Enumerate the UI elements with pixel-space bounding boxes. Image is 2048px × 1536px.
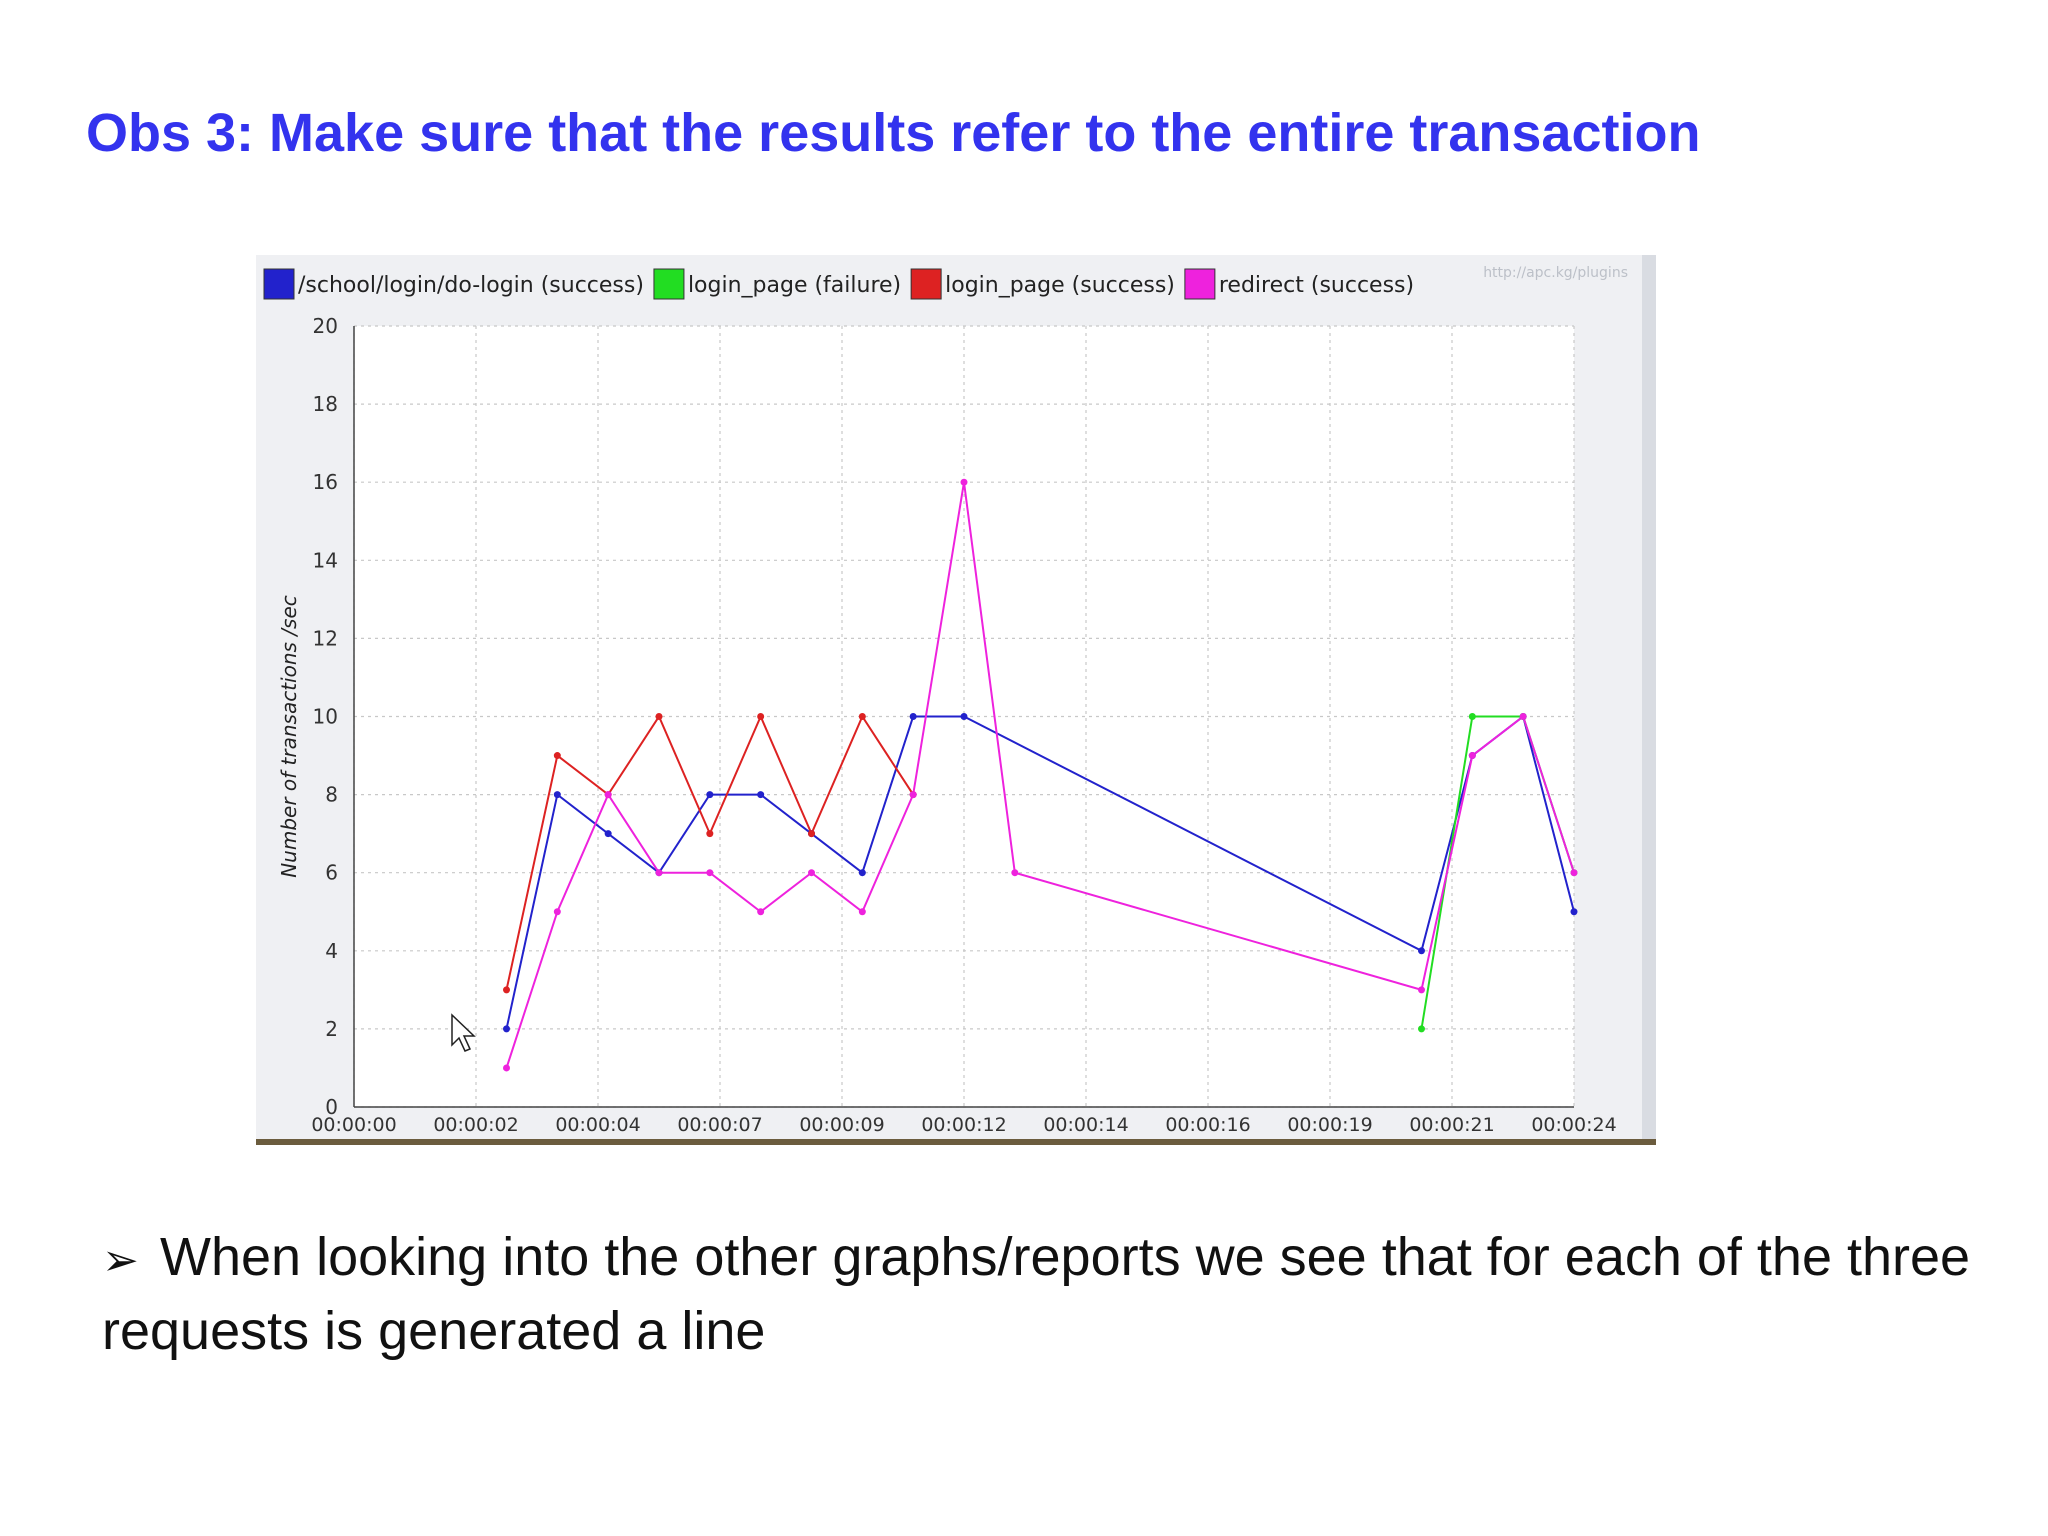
data-point-0 xyxy=(858,869,866,877)
legend-label-0: /school/login/do-login (success) xyxy=(298,273,644,298)
legend-swatch-2 xyxy=(910,268,942,300)
line-chart: 0 2 4 6 8 10 12 14 16 18 20 00:00:00 00:00:02 00:00:0… xyxy=(263,265,1628,1136)
data-point-3 xyxy=(757,908,765,916)
x-tick-label: 00:00:12 xyxy=(921,1114,1006,1136)
data-point-0 xyxy=(604,830,612,838)
legend-swatch-1 xyxy=(653,268,685,300)
data-point-0 xyxy=(1418,947,1425,955)
y-tick-label: 20 xyxy=(313,314,338,338)
x-tick-label: 00:00:14 xyxy=(1043,1114,1128,1136)
x-tick-label: 00:00:16 xyxy=(1165,1114,1250,1136)
y-tick-label: 0 xyxy=(325,1095,338,1119)
x-tick-label: 00:00:24 xyxy=(1531,1114,1616,1136)
data-point-3 xyxy=(553,908,561,916)
data-point-3 xyxy=(503,1064,510,1072)
data-point-0 xyxy=(909,713,917,720)
legend-swatch-3 xyxy=(1184,268,1216,300)
legend-label-2: login_page (success) xyxy=(945,273,1175,298)
data-point-3 xyxy=(604,791,612,799)
data-point-2 xyxy=(503,986,510,994)
data-point-1 xyxy=(1468,713,1476,720)
data-point-2 xyxy=(655,713,663,720)
data-point-3 xyxy=(706,869,714,877)
data-point-0 xyxy=(503,1025,510,1033)
data-point-3 xyxy=(960,478,968,486)
data-point-0 xyxy=(706,791,714,799)
data-point-0 xyxy=(960,713,968,720)
data-point-0 xyxy=(757,791,765,799)
series-line-0 xyxy=(505,714,1575,1030)
data-point-3 xyxy=(858,908,866,916)
legend-swatch-0 xyxy=(263,268,295,300)
y-tick-label: 2 xyxy=(325,1017,338,1041)
x-tick-label: 00:00:07 xyxy=(677,1114,762,1136)
x-tick-label: 00:00:04 xyxy=(555,1114,640,1136)
y-tick-label: 6 xyxy=(325,861,338,885)
x-tick-label: 00:00:19 xyxy=(1287,1114,1372,1136)
data-point-2 xyxy=(858,713,866,720)
data-point-2 xyxy=(757,713,765,720)
x-tick-label: 00:00:00 xyxy=(311,1114,396,1136)
bullet-text: When looking into the other graphs/repor… xyxy=(102,1227,1971,1361)
y-tick-label: 4 xyxy=(325,939,338,963)
data-point-0 xyxy=(1570,908,1578,916)
x-tick-label: 00:00:09 xyxy=(799,1114,884,1136)
data-point-2 xyxy=(808,830,815,838)
y-tick-label: 12 xyxy=(313,626,338,650)
bullet-paragraph: ➢ When looking into the other graphs/repo… xyxy=(102,1222,1982,1366)
data-point-2 xyxy=(553,752,561,760)
chart-frame: 0 2 4 6 8 10 12 14 16 18 20 00:00:00 00:00:02 00:00:0… xyxy=(256,255,1656,1145)
data-point-3 xyxy=(808,869,815,877)
data-point-2 xyxy=(706,830,714,838)
data-point-3 xyxy=(1011,869,1019,877)
x-tick-label: 00:00:02 xyxy=(433,1114,518,1136)
data-point-0 xyxy=(553,791,561,799)
y-tick-label: 18 xyxy=(313,392,338,416)
y-tick-label: 10 xyxy=(313,705,338,729)
data-point-3 xyxy=(655,869,663,877)
y-tick-label: 16 xyxy=(313,470,338,494)
y-tick-label: 14 xyxy=(313,548,338,572)
data-point-3 xyxy=(909,791,917,799)
data-point-1 xyxy=(1418,1025,1425,1033)
bullet-arrow-icon: ➢ xyxy=(102,1235,139,1286)
data-point-3 xyxy=(1519,713,1527,720)
watermark-text: http://apc.kg/plugins xyxy=(1483,265,1628,281)
x-tick-label: 00:00:21 xyxy=(1409,1114,1494,1136)
mouse-pointer-icon xyxy=(451,1013,476,1052)
slide-title: Obs 3: Make sure that the results refer … xyxy=(86,103,1701,163)
legend-label-3: redirect (success) xyxy=(1219,273,1414,298)
y-tick-label: 8 xyxy=(325,783,338,807)
data-point-3 xyxy=(1418,986,1425,994)
legend-label-1: login_page (failure) xyxy=(688,273,901,298)
chart-frame-edge xyxy=(1642,255,1656,1139)
data-point-3 xyxy=(1468,752,1476,760)
y-axis-label: Number of transactions /sec xyxy=(277,595,301,878)
data-point-3 xyxy=(1570,869,1578,877)
